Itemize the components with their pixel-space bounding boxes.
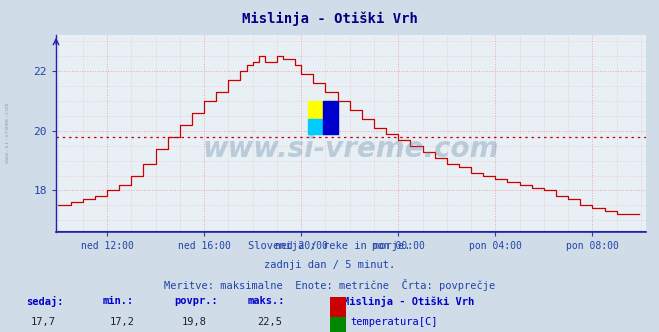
- Text: www.si-vreme.com: www.si-vreme.com: [5, 103, 11, 163]
- Text: Mislinja - Otiški Vrh: Mislinja - Otiški Vrh: [343, 296, 474, 307]
- Text: temperatura[C]: temperatura[C]: [351, 317, 438, 327]
- Text: sedaj:: sedaj:: [26, 296, 64, 307]
- Text: maks.:: maks.:: [247, 296, 285, 306]
- Text: 17,2: 17,2: [109, 317, 134, 327]
- Text: zadnji dan / 5 minut.: zadnji dan / 5 minut.: [264, 260, 395, 270]
- Text: 17,7: 17,7: [30, 317, 55, 327]
- Text: Meritve: maksimalne  Enote: metrične  Črta: povprečje: Meritve: maksimalne Enote: metrične Črta…: [164, 279, 495, 291]
- Text: Mislinja - Otiški Vrh: Mislinja - Otiški Vrh: [242, 12, 417, 26]
- Text: 19,8: 19,8: [182, 317, 207, 327]
- Text: Slovenija / reke in morje.: Slovenija / reke in morje.: [248, 241, 411, 251]
- Text: 22,5: 22,5: [258, 317, 283, 327]
- Text: povpr.:: povpr.:: [175, 296, 218, 306]
- Text: www.si-vreme.com: www.si-vreme.com: [203, 135, 499, 163]
- Text: min.:: min.:: [102, 296, 133, 306]
